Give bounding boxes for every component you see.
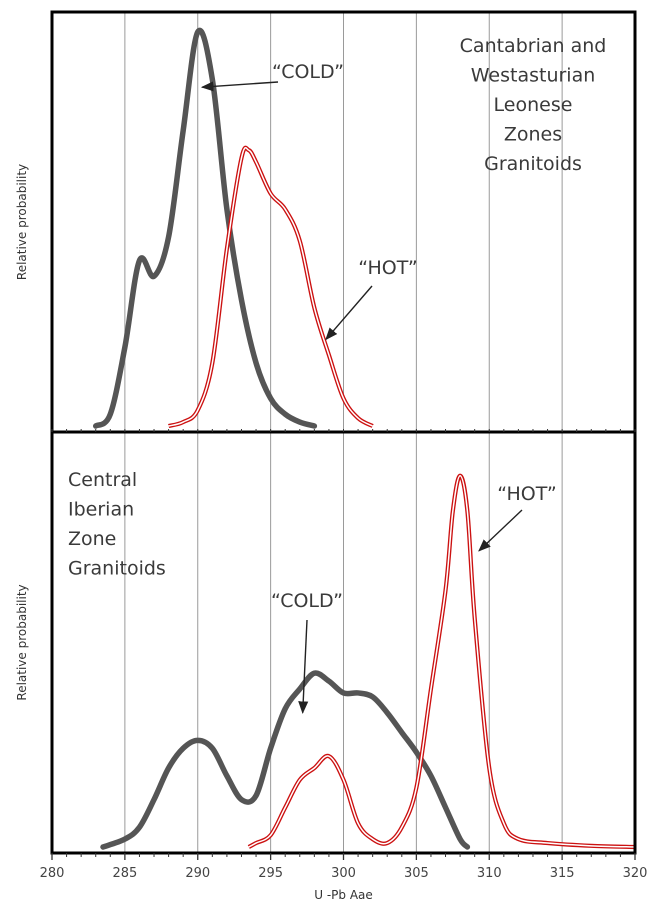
y-axis-label: Relative probability: [15, 584, 29, 700]
series-line-cold: [92, 27, 318, 429]
panel-title-line: Leonese: [494, 94, 573, 116]
series-line-cold: [100, 670, 471, 850]
series-line-hot-inner: [168, 146, 374, 427]
x-tick-label: 295: [258, 866, 283, 881]
series-line-hot-inner: [248, 474, 636, 848]
panel-title-line: Cantabrian and: [460, 35, 607, 57]
x-tick-label: 320: [623, 866, 648, 881]
chart-panels: Relative probability Cantabrian and Westas…: [15, 10, 637, 855]
annotation-arrow-hot: [478, 509, 523, 552]
annotation-arrow-cold: [298, 619, 309, 714]
series-line-hot-outer: [247, 473, 636, 850]
x-axis: 280 285 290 295 300 305 310 315 320 U -Pb Aae: [40, 429, 648, 902]
panel-title-line: Central: [68, 469, 137, 491]
annotation-arrow-cold: [200, 81, 279, 92]
panel-title-line: Iberian: [68, 499, 134, 521]
panel-top: Relative probability Cantabrian and Westas…: [15, 10, 637, 434]
x-axis-label: U -Pb Aae: [314, 888, 373, 902]
x-tick-label: 285: [112, 866, 137, 881]
y-axis-label: Relative probability: [15, 164, 29, 280]
x-tick-label: 310: [477, 866, 502, 881]
panel-title-line: Granitoids: [484, 153, 582, 175]
x-tick-label: 280: [40, 866, 65, 881]
x-tick-label: 315: [550, 866, 575, 881]
panel-bottom: Relative probability Central Iberian Zone Gr…: [15, 430, 637, 855]
annotation-hot: “HOT”: [358, 257, 418, 279]
panel-title-line: Westasturian: [471, 65, 596, 87]
x-tick-label: 290: [185, 866, 210, 881]
annotation-cold: “COLD”: [271, 590, 343, 612]
panel-title-line: Zone: [68, 528, 116, 550]
annotation-cold: “COLD”: [272, 61, 344, 83]
annotation-hot: “HOT”: [497, 483, 557, 505]
x-tick-label: 300: [331, 866, 356, 881]
annotation-arrow-hot: [325, 285, 373, 341]
panel-title-line: Zones: [504, 124, 562, 146]
panel-title-line: Granitoids: [68, 558, 166, 580]
x-tick-label: 305: [404, 866, 429, 881]
